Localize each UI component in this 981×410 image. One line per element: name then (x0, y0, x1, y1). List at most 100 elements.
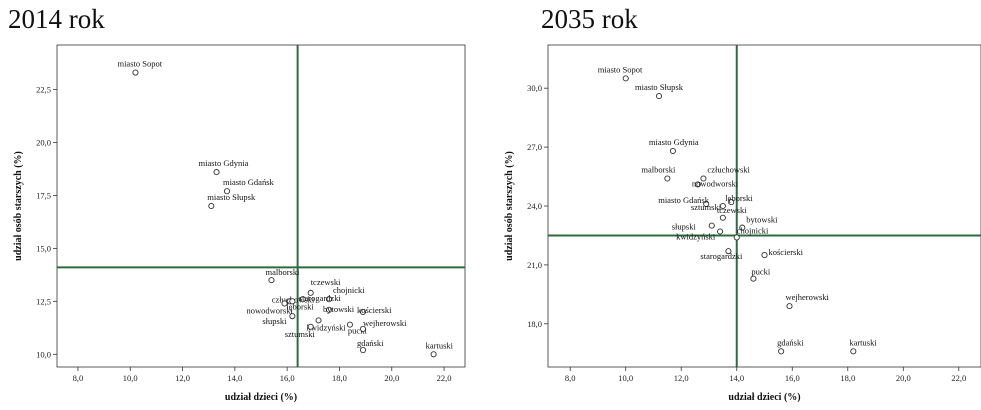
data-point-label: wejherowski (363, 318, 407, 328)
data-point-label: wejherowski (785, 292, 829, 302)
data-point-label: chojnicki (333, 285, 365, 295)
y-tick-label: 22,5 (36, 84, 51, 94)
data-point-label: lęborski (725, 193, 753, 203)
data-point (307, 323, 314, 330)
data-point (132, 69, 139, 76)
x-tick-label: 8,0 (565, 373, 576, 383)
data-point-label: chojnicki (737, 225, 769, 235)
data-point-label: bytowski (746, 215, 778, 225)
y-axis-label: udział osób starszych (%) (13, 151, 24, 261)
data-point-label: nowodworski (692, 178, 739, 188)
scatter-chart-2014: 8,0 10,0 12,0 14,0 16,0 18,0 20,0 22,0 10,0 12,5 1… (13, 44, 466, 403)
data-point (708, 222, 715, 229)
data-point (268, 277, 275, 284)
data-point-label: gdański (777, 337, 804, 347)
data-point (223, 188, 231, 195)
y-tick-label: 30,0 (527, 83, 542, 93)
data-point (733, 234, 740, 241)
y-tick-label: 20,0 (36, 137, 51, 147)
data-point (778, 348, 785, 355)
y-tick-label: 10,0 (36, 349, 51, 359)
data-point (208, 202, 215, 210)
data-point (728, 199, 735, 206)
data-point (346, 321, 353, 328)
x-axis-label: udział dzieci (%) (225, 392, 297, 403)
data-point-label: kwidzyński (307, 322, 347, 332)
y-tick-label: 24,0 (527, 201, 542, 211)
data-point (719, 202, 726, 210)
x-tick-label: 20,0 (384, 373, 399, 383)
data-point (700, 175, 707, 182)
x-tick-label: 8,0 (73, 373, 84, 383)
y-axis-label: udział osób starszych (%) (504, 151, 515, 261)
chart-title-2014: 2014 rok (8, 4, 105, 34)
chart-panel-2014: 2014 rok 8,0 10,0 12,0 14,0 16,0 18,0 20,0 22,0… (0, 0, 490, 410)
data-point (289, 313, 296, 320)
data-point (717, 228, 724, 235)
plot-frame (547, 44, 981, 368)
x-tick-label: 18,0 (332, 373, 347, 383)
data-point (761, 252, 768, 259)
data-point-label: starogardzki (700, 251, 743, 261)
data-point (325, 306, 333, 313)
x-tick-label: 12,0 (175, 373, 190, 383)
data-point-label: bytowski (323, 304, 355, 314)
data-point (750, 275, 757, 282)
data-point-label: kościerski (357, 305, 392, 315)
data-point-label: miasto Sopot (117, 59, 162, 69)
data-point-label: tczewski (717, 205, 747, 215)
chart-title-2035: 2035 rok (541, 4, 638, 34)
data-point-label: gdański (357, 338, 384, 348)
data-point-label: miasto Sopot (598, 64, 643, 74)
data-point (325, 296, 333, 303)
data-point-label: pucki (348, 326, 368, 336)
data-point-label: malborski (641, 165, 676, 175)
data-point (622, 75, 629, 82)
data-point-label: pucki (751, 267, 771, 277)
y-tick-label: 21,0 (527, 260, 542, 270)
y-tick-label: 27,0 (527, 142, 542, 152)
data-point-label: tczewski (311, 277, 341, 287)
data-point-label: sztumski (285, 329, 316, 339)
x-tick-label: 16,0 (785, 373, 800, 383)
data-point (664, 175, 671, 182)
x-tick-label: 16,0 (280, 373, 295, 383)
y-tick-label: 18,0 (527, 319, 542, 329)
data-point-label: malborski (265, 267, 300, 277)
data-point-label: lęborski (286, 301, 314, 311)
data-point (299, 296, 306, 303)
data-point-label: kartuski (426, 340, 454, 350)
data-point (289, 298, 296, 305)
data-point-label: miasto Gdynia (649, 137, 699, 147)
data-point-label: słupski (262, 316, 287, 326)
data-point-label: starogardzki (299, 293, 342, 303)
data-point (739, 224, 746, 231)
data-point (703, 200, 710, 208)
data-point (315, 317, 322, 324)
x-tick-label: 10,0 (618, 373, 633, 383)
x-tick-label: 18,0 (840, 373, 855, 383)
y-tick-label: 15,0 (36, 243, 51, 253)
data-point-label: człuchowski (707, 165, 750, 175)
x-tick-label: 14,0 (227, 373, 242, 383)
x-tick-label: 14,0 (729, 373, 744, 383)
x-tick-label: 20,0 (896, 373, 911, 383)
y-tick-label: 12,5 (36, 296, 51, 306)
data-point (359, 325, 367, 332)
data-point-label: miasto Słupsk (207, 192, 256, 202)
y-tick-label: 17,5 (36, 190, 51, 200)
data-point-label: słupski (672, 222, 697, 232)
data-point (359, 308, 367, 315)
data-point-label: miasto Gdynia (199, 158, 249, 168)
data-point-label: kartuski (849, 337, 877, 347)
data-point (359, 347, 367, 354)
x-tick-label: 10,0 (123, 373, 138, 383)
data-point (430, 351, 437, 358)
data-point-label: miasto Gdańsk (658, 195, 710, 205)
chart-panel-2035: 2035 rok 8,0 10,0 12,0 14,0 16,0 18,0 20,0 22,0… (500, 0, 981, 410)
data-point (719, 214, 726, 221)
data-point-label: sztumski (691, 202, 722, 212)
data-point (669, 147, 676, 155)
data-point-label: miasto Gdańsk (223, 177, 275, 187)
data-point-label: kościerski (769, 247, 804, 257)
